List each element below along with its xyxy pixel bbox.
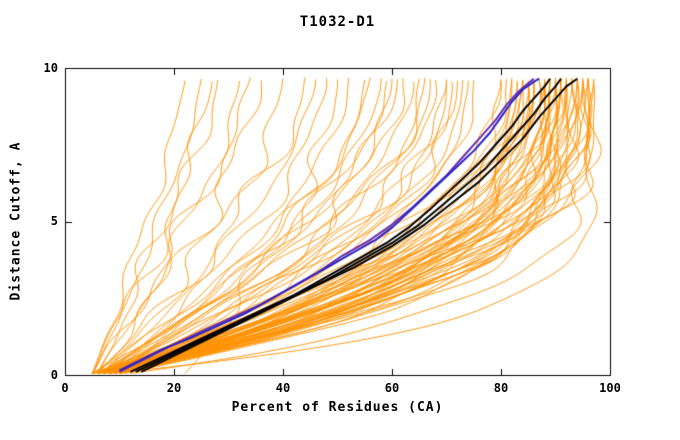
y-tick-label: 10 (43, 61, 58, 75)
x-tick-label: 40 (275, 381, 291, 395)
x-tick-label: 0 (61, 381, 69, 395)
x-tick-label: 100 (599, 381, 621, 395)
y-tick-label: 5 (50, 214, 58, 228)
y-axis-label: Distance Cutoff, A (8, 141, 24, 301)
x-tick-label: 20 (166, 381, 182, 395)
x-tick-label: 60 (384, 381, 400, 395)
x-axis-label: Percent of Residues (CA) (231, 400, 444, 415)
x-tick-label: 80 (493, 381, 509, 395)
chart-title: T1032-D1 (299, 14, 376, 30)
y-tick-label: 0 (50, 368, 58, 382)
